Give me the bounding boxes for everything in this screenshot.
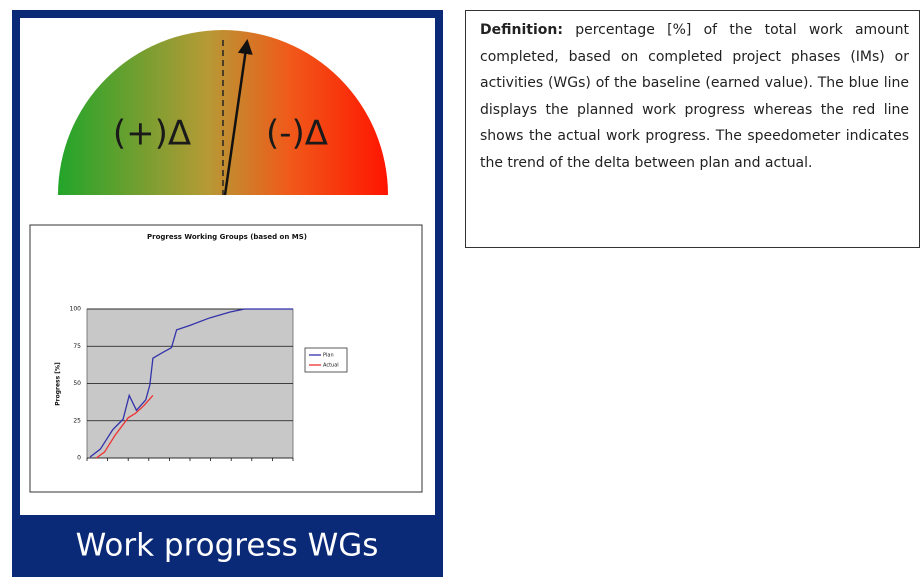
y-tick-label: 100 [70, 306, 82, 313]
definition: Definition: percentage [%] of the total … [465, 10, 920, 248]
definition-text: percentage [%] of the total work amount … [480, 22, 909, 171]
definition-term: Definition: [480, 22, 563, 38]
gauge-plus-label: (+)Δ [113, 114, 191, 154]
y-tick-label: 75 [73, 343, 81, 350]
y-tick-label: 50 [73, 380, 81, 387]
caption: Work progress WGs [76, 528, 379, 564]
legend-label: Plan [323, 353, 334, 359]
y-axis-label: Progress [%] [55, 362, 62, 406]
indicator-panel: (+)Δ (-)Δ Progress Working Groups (based… [12, 10, 443, 577]
series-line [89, 308, 293, 458]
legend-box [304, 347, 348, 373]
y-tick-label: 25 [73, 417, 81, 424]
series-line [95, 394, 154, 459]
y-tick-label: 0 [77, 455, 81, 462]
chart-title: Progress Working Groups (based on MS) [147, 233, 307, 241]
needle [223, 39, 253, 196]
legend-label: Actual [323, 363, 339, 369]
gauge-minus-label: (-)Δ [266, 114, 328, 154]
